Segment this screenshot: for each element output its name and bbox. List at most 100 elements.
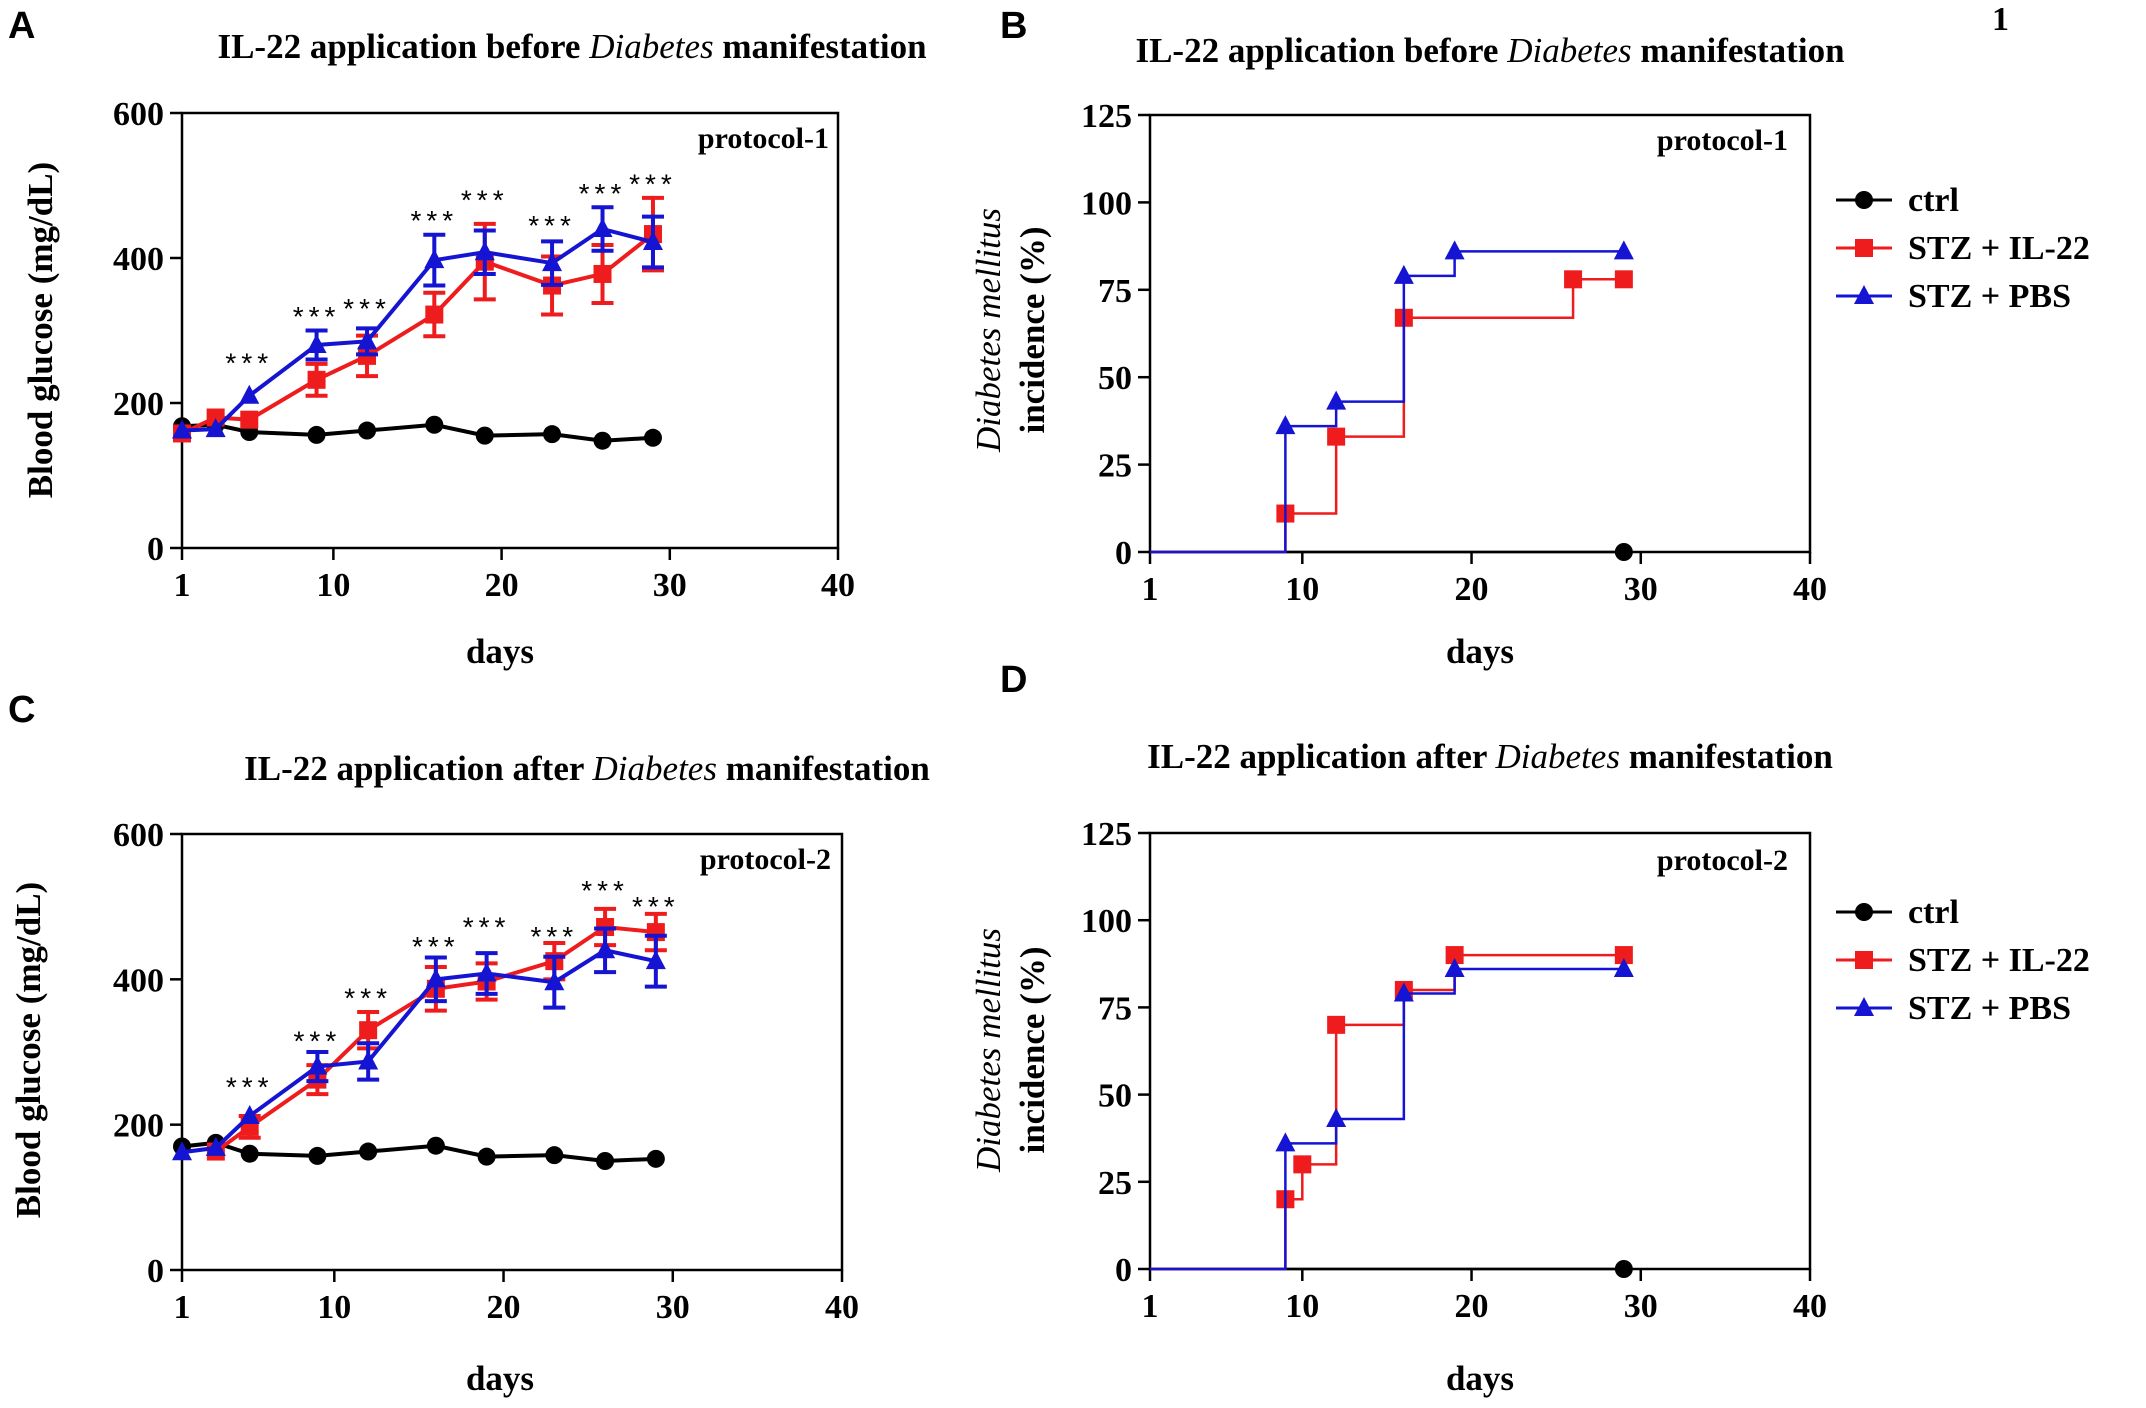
data-point xyxy=(1275,415,1296,435)
x-tick-label: 10 xyxy=(316,567,350,604)
legend-entry: ctrl xyxy=(1836,182,1959,219)
series-line xyxy=(1150,953,1624,1271)
y-tick-label: 200 xyxy=(113,386,164,423)
panel-D: D IL-22 application after Diabetes manife… xyxy=(969,659,2090,1398)
significance-mark: *** xyxy=(412,931,460,962)
y-tick-label: 0 xyxy=(147,1253,164,1290)
y-tick-label: 50 xyxy=(1098,360,1132,397)
y-tick-label: 0 xyxy=(147,531,164,568)
y-axis-label: Blood glucose (mg/dL) xyxy=(21,162,60,498)
series-line xyxy=(1150,967,1624,1271)
title-part: IL-22 application before xyxy=(1135,31,1507,70)
series-line xyxy=(181,1140,656,1164)
data-point xyxy=(545,1146,564,1165)
series-stz-pbs xyxy=(1150,240,1634,554)
data-point xyxy=(359,1021,378,1040)
significance-mark: *** xyxy=(579,178,627,209)
y-tick-label: 100 xyxy=(1081,185,1132,222)
data-point xyxy=(307,370,326,389)
y-tick-label: 75 xyxy=(1098,990,1132,1027)
data-point xyxy=(1614,543,1633,561)
data-point xyxy=(543,425,562,444)
legend-label: ctrl xyxy=(1908,182,1959,219)
data-point xyxy=(1444,240,1465,260)
y-tick-label: 25 xyxy=(1098,1165,1132,1202)
x-tick-label: 40 xyxy=(821,567,855,604)
y-tick-label: 400 xyxy=(113,962,164,999)
legend-label: ctrl xyxy=(1908,894,1959,931)
y-tick-label: 25 xyxy=(1098,448,1132,485)
x-axis-label: days xyxy=(1446,632,1514,671)
x-tick-label: 10 xyxy=(1285,1288,1319,1325)
data-point xyxy=(1613,958,1634,978)
data-point xyxy=(642,231,663,251)
significance-mark: *** xyxy=(410,205,458,236)
data-point xyxy=(239,1104,260,1124)
series-line xyxy=(181,948,657,1155)
data-point xyxy=(205,1136,226,1156)
legend-entry: STZ + PBS xyxy=(1836,278,2071,315)
data-point xyxy=(1613,240,1634,260)
data-point xyxy=(425,415,444,434)
x-tick-label: 30 xyxy=(656,1289,690,1326)
series-stz-pbs xyxy=(172,205,664,439)
panel-A: A IL-22 application before Diabetes manif… xyxy=(8,5,927,671)
data-point xyxy=(643,428,662,447)
data-point xyxy=(1564,270,1583,289)
data-point xyxy=(476,962,497,982)
legend-marker xyxy=(1854,997,1874,1016)
x-axis-label: days xyxy=(1446,1359,1514,1398)
title-italic: Diabetes xyxy=(1495,737,1620,776)
data-point xyxy=(205,418,226,438)
x-tick-label: 20 xyxy=(485,567,519,604)
y-tick-label: 100 xyxy=(1081,903,1132,940)
data-point xyxy=(240,1144,259,1163)
title-italic: Diabetes xyxy=(1506,31,1631,70)
significance-mark: *** xyxy=(629,169,677,200)
panel-B: B IL-22 application before Diabetes manif… xyxy=(969,5,2090,671)
y-axis-label: Blood glucose (mg/dL) xyxy=(9,882,48,1218)
data-point xyxy=(424,249,445,269)
y-tick-label: 125 xyxy=(1081,816,1132,853)
protocol-label: protocol-1 xyxy=(698,122,829,155)
data-point xyxy=(477,1147,496,1166)
data-point xyxy=(357,330,378,350)
legend-marker xyxy=(1854,285,1874,304)
y-tick-label: 0 xyxy=(1115,535,1132,572)
panel-label: D xyxy=(1000,659,1027,701)
y-axis-label: Diabetes mellitus incidence (%) xyxy=(969,208,1052,453)
data-point xyxy=(1326,1108,1347,1128)
title-italic: Diabetes xyxy=(592,749,717,788)
legend-entry: STZ + IL-22 xyxy=(1836,230,2090,267)
protocol-label: protocol-2 xyxy=(700,843,831,876)
significance-mark: *** xyxy=(528,210,576,241)
data-point xyxy=(359,1142,378,1161)
legend-marker xyxy=(1855,951,1873,969)
data-point xyxy=(645,950,666,970)
legend-marker xyxy=(1855,903,1873,921)
series-line xyxy=(1150,250,1624,554)
plot-frame xyxy=(180,832,844,1272)
series-line xyxy=(1150,278,1624,554)
y-tick-label: 600 xyxy=(113,96,164,133)
legend-label: STZ + IL-22 xyxy=(1908,230,2090,267)
title-part: IL-22 application before xyxy=(217,27,589,66)
data-point xyxy=(425,968,446,988)
data-point xyxy=(306,334,327,353)
legend-label: STZ + PBS xyxy=(1908,990,2071,1027)
panel-title: IL-22 application after Diabetes manifes… xyxy=(1147,737,1833,776)
significance-mark: *** xyxy=(294,1026,342,1057)
significance-mark: *** xyxy=(226,1071,274,1102)
x-tick-label: 20 xyxy=(487,1289,521,1326)
x-tick-label: 40 xyxy=(1793,571,1827,608)
data-point xyxy=(1444,958,1465,978)
plot-frame xyxy=(1148,113,1812,554)
significance-mark: *** xyxy=(581,875,629,906)
data-point xyxy=(1445,946,1464,965)
data-point xyxy=(474,241,495,261)
x-axis-label: days xyxy=(466,632,534,671)
y-tick-label: 125 xyxy=(1081,98,1132,135)
data-point xyxy=(240,410,259,429)
x-tick-label: 40 xyxy=(825,1289,859,1326)
data-point xyxy=(646,1149,665,1168)
